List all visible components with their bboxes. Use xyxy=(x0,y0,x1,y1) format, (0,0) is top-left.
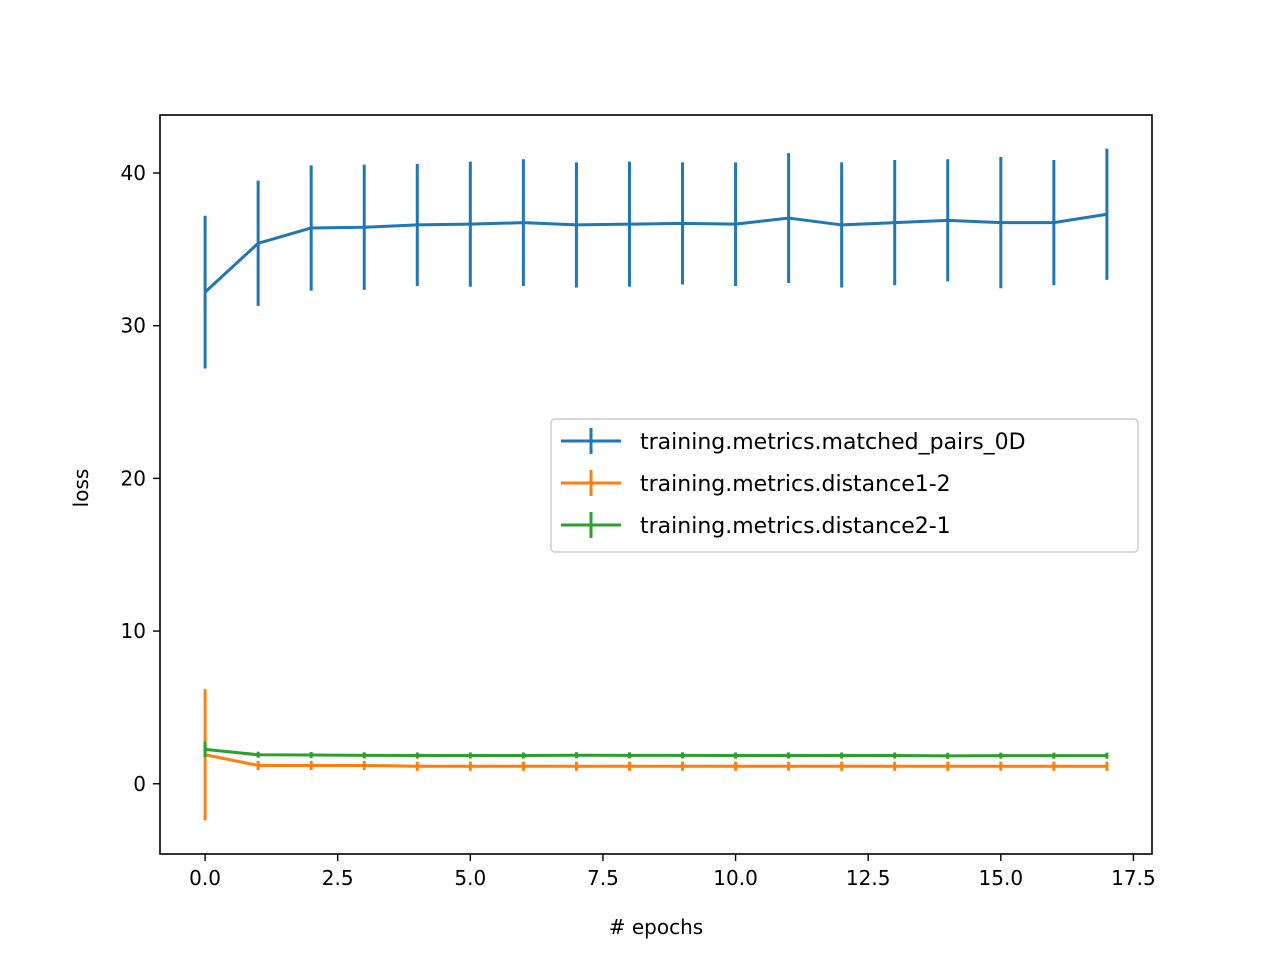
x-tick-label: 17.5 xyxy=(1111,866,1156,890)
legend-label: training.metrics.matched_pairs_0D xyxy=(640,430,1026,455)
series-2 xyxy=(203,741,1109,759)
y-tick-label: 20 xyxy=(121,466,146,490)
legend-item: training.metrics.matched_pairs_0D xyxy=(561,428,1026,455)
y-tick-label: 40 xyxy=(121,161,146,185)
x-tick-label: 0.0 xyxy=(189,866,221,890)
series-0 xyxy=(203,148,1109,369)
x-tick-label: 10.0 xyxy=(713,866,758,890)
legend-box xyxy=(550,418,1139,553)
x-tick-label: 12.5 xyxy=(846,866,891,890)
x-tick-label: 7.5 xyxy=(587,866,619,890)
x-tick-label: 2.5 xyxy=(322,866,354,890)
legend-label: training.metrics.distance1-2 xyxy=(640,472,951,497)
y-axis-label: loss xyxy=(69,469,93,508)
x-axis-ticks: 0.0 2.5 5.0 7.5 10.0 12.5 15.0 17.5 xyxy=(189,854,1156,890)
plot-frame xyxy=(159,114,1153,855)
legend-label: training.metrics.distance2-1 xyxy=(640,514,951,539)
legend-item: training.metrics.distance2-1 xyxy=(561,512,951,539)
y-tick-label: 10 xyxy=(121,619,146,643)
series-line xyxy=(204,747,1107,758)
series-line xyxy=(204,753,1107,768)
legend-item: training.metrics.distance1-2 xyxy=(561,470,951,497)
y-axis-ticks: 0 10 20 30 40 xyxy=(121,161,160,796)
y-tick-label: 0 xyxy=(133,772,146,796)
legend: training.metrics.matched_pairs_0Dtrainin… xyxy=(550,418,1139,553)
x-axis-label: # epochs xyxy=(609,915,703,939)
x-tick-label: 15.0 xyxy=(979,866,1024,890)
x-tick-label: 5.0 xyxy=(454,866,486,890)
series-layer xyxy=(203,148,1109,821)
series-line xyxy=(204,212,1108,294)
y-tick-label: 30 xyxy=(121,314,146,338)
